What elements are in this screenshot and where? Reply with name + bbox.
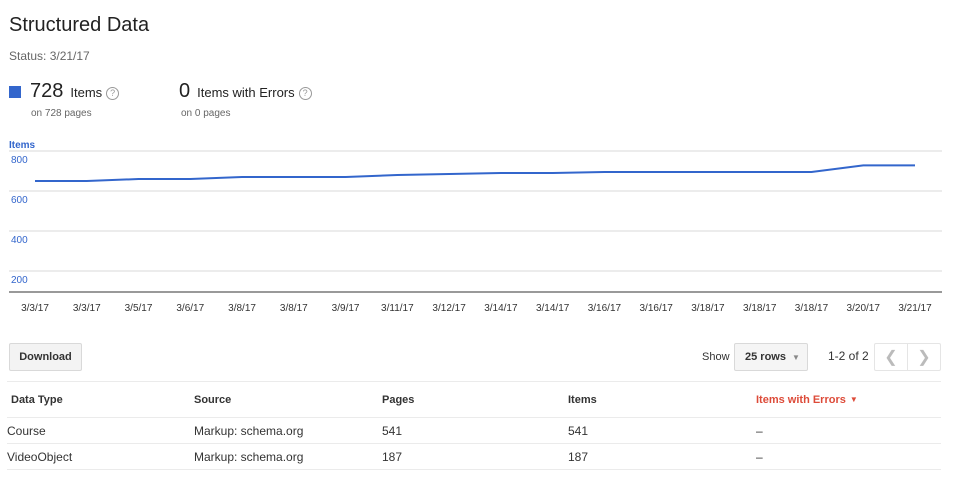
y-tick-label: 200 — [11, 275, 28, 286]
col-header-items-with-errors[interactable]: Items with Errors ▼ — [756, 381, 941, 418]
x-tick-label: 3/18/17 — [743, 303, 777, 314]
cell-items-with-errors: – — [756, 443, 941, 470]
col-header-data-type[interactable]: Data Type — [7, 381, 194, 418]
page-title: Structured Data — [9, 14, 150, 36]
x-tick-label: 3/9/17 — [332, 303, 360, 314]
errors-count: 0 — [179, 80, 191, 102]
items-line-chart: 200 400 600 800 3/3/17 3/3/17 3/5/17 3/6/17 3/8/… — [9, 150, 942, 314]
x-tick-label: 3/14/17 — [536, 303, 570, 314]
cell-items: 187 — [568, 443, 756, 470]
x-tick-label: 3/16/17 — [639, 303, 673, 314]
x-tick-label: 3/8/17 — [280, 303, 308, 314]
cell-pages: 187 — [382, 443, 568, 470]
cell-source: Markup: schema.org — [194, 443, 382, 470]
x-tick-label: 3/16/17 — [588, 303, 622, 314]
x-tick-label: 3/18/17 — [691, 303, 725, 314]
structured-data-table: Data Type Source Pages Items Items with … — [7, 381, 941, 470]
y-tick-label: 600 — [11, 195, 28, 206]
chart-series-label: Items — [9, 140, 36, 151]
rows-per-page-select[interactable]: 25 rows ▼ — [734, 343, 808, 371]
cell-source: Markup: schema.org — [194, 417, 382, 444]
items-pages: on 728 pages — [31, 108, 92, 119]
pagination-text: 1-2 of 2 — [828, 349, 869, 363]
x-tick-label: 3/21/17 — [898, 303, 932, 314]
x-tick-label: 3/12/17 — [432, 303, 466, 314]
y-tick-label: 800 — [11, 155, 28, 166]
stat-items[interactable]: 728 Items ? on 728 pages — [9, 80, 120, 119]
x-tick-label: 3/8/17 — [228, 303, 256, 314]
chevron-left-icon: ❮ — [884, 349, 898, 366]
next-page-button[interactable]: ❯ — [907, 343, 941, 371]
sort-desc-icon: ▼ — [849, 394, 858, 404]
cell-data-type: Course — [7, 417, 194, 444]
cell-items: 541 — [568, 417, 756, 444]
status-text: Status: 3/21/17 — [9, 49, 90, 63]
rows-per-page-value: 25 rows — [745, 351, 786, 363]
cell-pages: 541 — [382, 417, 568, 444]
series-line-items — [35, 164, 915, 182]
errors-label: Items with Errors — [197, 85, 295, 100]
show-label: Show — [702, 351, 730, 363]
x-tick-label: 3/14/17 — [484, 303, 518, 314]
x-tick-label: 3/3/17 — [21, 303, 49, 314]
items-count: 728 — [30, 80, 64, 102]
col-header-pages[interactable]: Pages — [382, 381, 568, 418]
x-tick-label: 3/6/17 — [176, 303, 204, 314]
x-tick-label: 3/11/17 — [381, 303, 414, 314]
download-button[interactable]: Download — [9, 343, 82, 371]
stat-errors[interactable]: 0 Items with Errors ? on 0 pages — [179, 80, 312, 119]
help-icon[interactable]: ? — [106, 87, 120, 100]
errors-pages: on 0 pages — [181, 108, 231, 119]
table-row[interactable]: VideoObject Markup: schema.org 187 187 – — [7, 443, 941, 470]
y-tick-label: 400 — [11, 235, 28, 246]
items-label: Items — [70, 85, 103, 100]
col-header-source[interactable]: Source — [194, 381, 382, 418]
x-tick-label: 3/20/17 — [847, 303, 881, 314]
caret-down-icon: ▼ — [791, 352, 800, 362]
series-color-swatch — [9, 86, 21, 98]
chevron-right-icon: ❯ — [917, 349, 931, 366]
x-tick-label: 3/3/17 — [73, 303, 101, 314]
x-tick-label: 3/5/17 — [125, 303, 153, 314]
col-header-items[interactable]: Items — [568, 381, 756, 418]
help-icon[interactable]: ? — [298, 87, 312, 100]
prev-page-button[interactable]: ❮ — [874, 343, 908, 371]
cell-data-type: VideoObject — [7, 443, 194, 470]
table-header-row: Data Type Source Pages Items Items with … — [7, 381, 941, 418]
cell-items-with-errors: – — [756, 417, 941, 444]
table-row[interactable]: Course Markup: schema.org 541 541 – — [7, 417, 941, 444]
x-tick-label: 3/18/17 — [795, 303, 829, 314]
